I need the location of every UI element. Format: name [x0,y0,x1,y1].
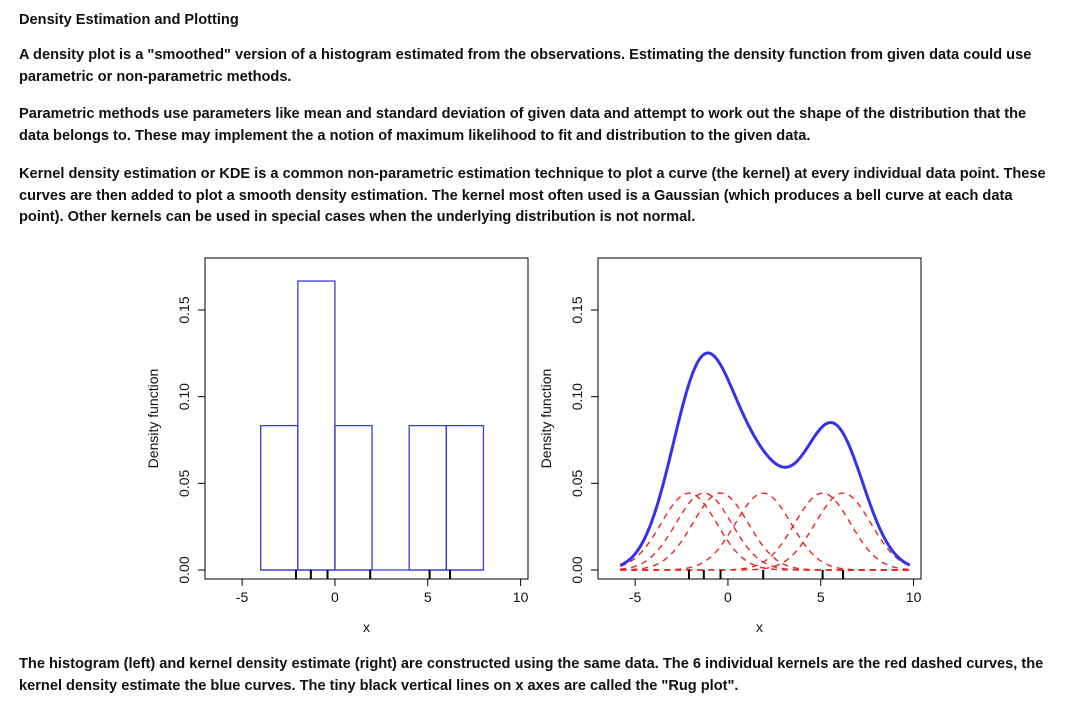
kde-chart: -5 0 5 10 0.00 0.05 0.10 0.15 x Density function [538,257,922,635]
plot-frame [597,257,922,580]
kernel-curve [620,492,910,571]
y-tick-label: 0.00 [569,556,585,583]
histogram-bar [408,424,447,571]
histogram-bar [260,424,299,571]
kernel-curve [620,492,910,571]
x-axis-title: x [363,619,370,635]
y-tick-label: 0.05 [176,469,192,496]
figure-caption: The histogram (left) and kernel density … [19,656,1044,694]
x-tick-label: 5 [817,589,825,605]
kde-paragraph: Kernel density estimation or KDE is a co… [19,166,1046,225]
y-tick-label: 0.15 [569,296,585,323]
histogram-bar [334,424,373,571]
y-axis-title: Density function [145,369,161,469]
y-tick-label: 0.00 [176,556,192,583]
kernel-curve [620,492,911,571]
parametric-paragraph: Parametric methods use parameters like m… [19,106,1027,144]
x-tick-label: 5 [424,589,432,605]
page-heading: Density Estimation and Plotting [19,12,239,28]
y-tick-label: 0.10 [569,383,585,410]
kernel-curve [620,492,910,571]
histogram-bar [445,424,485,571]
x-tick-label: 0 [331,589,339,605]
y-axis-title: Density function [538,369,554,469]
histogram-chart: -5 0 5 10 0.00 0.05 0.10 0.15 x Density function [145,257,529,635]
x-axis-title: x [756,619,763,635]
y-tick-label: 0.05 [569,469,585,496]
x-tick-label: 0 [724,589,732,605]
kernel-curve [620,492,910,571]
x-tick-label: -5 [236,589,249,605]
kernel-curve [620,492,910,571]
y-tick-label: 0.15 [176,296,192,323]
kde-curve [619,351,911,567]
plot-frame [204,257,529,580]
histogram-bar [297,280,336,571]
y-tick-label: 0.10 [176,383,192,410]
x-tick-label: 10 [513,589,529,605]
intro-paragraph: A density plot is a "smoothed" version o… [19,47,1032,85]
x-tick-label: 10 [906,589,922,605]
x-tick-label: -5 [629,589,642,605]
